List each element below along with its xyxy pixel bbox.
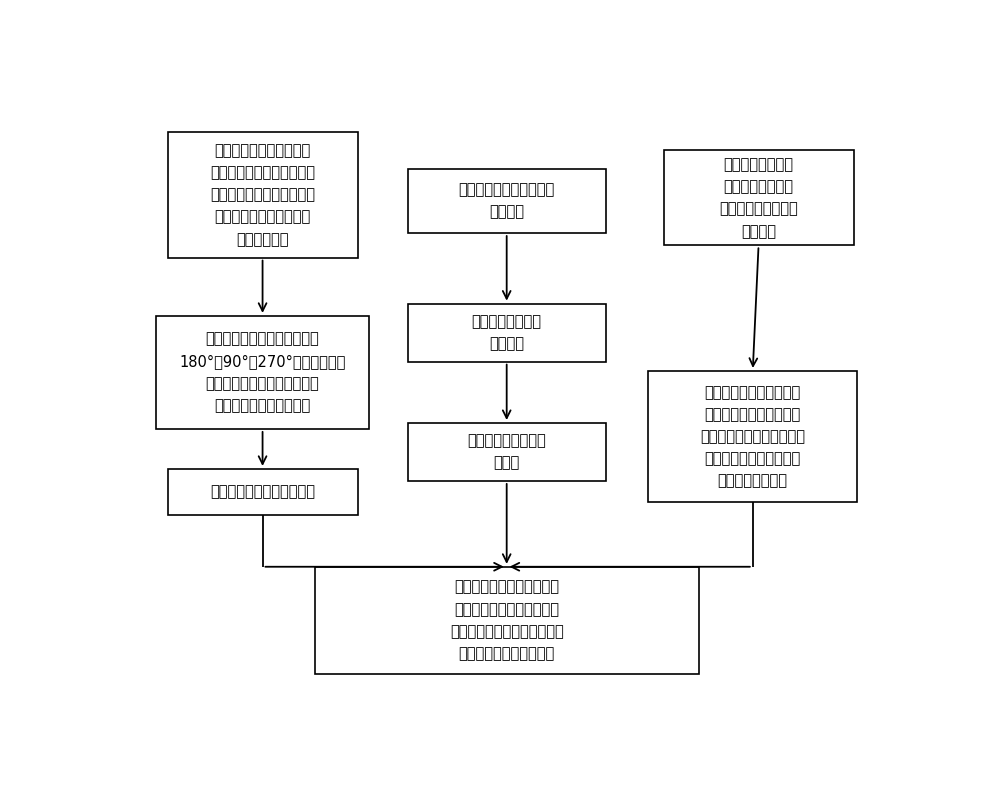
Bar xyxy=(315,567,698,674)
Bar xyxy=(168,469,358,514)
Bar xyxy=(408,423,606,481)
Bar xyxy=(648,370,857,502)
Bar xyxy=(664,150,854,246)
Text: 计算标准质量块在
三轴气浮台上转动
时，角速度信号的幅
值、相位: 计算标准质量块在 三轴气浮台上转动 时，角速度信号的幅 值、相位 xyxy=(719,157,798,238)
Text: 计算静不平衡量大小和相位: 计算静不平衡量大小和相位 xyxy=(210,484,315,499)
Bar xyxy=(168,132,358,258)
Text: 提取角速度信号幅
值与相位: 提取角速度信号幅 值与相位 xyxy=(472,314,542,351)
Text: 测试所要测试的转动部件
的角速度: 测试所要测试的转动部件 的角速度 xyxy=(459,182,555,219)
Text: 将一标准质量块放置于三
轴气浮台１上，测试该标准
质量块的转动角速度，进而
计算出三轴气浮台模拟合
体的转动惯量: 将一标准质量块放置于三 轴气浮台１上，测试该标准 质量块的转动角速度，进而 计算… xyxy=(210,143,315,246)
Bar xyxy=(156,316,369,429)
Bar xyxy=(408,169,606,233)
Text: 计算合干扰力矩大小
和相位: 计算合干扰力矩大小 和相位 xyxy=(467,433,546,471)
Bar xyxy=(408,304,606,362)
Text: 测量转动部件分别置于零位、
180°、90°、270°位置时角速度
信息，测量一段时间后，计算
出角速度变化率拟合曲线: 测量转动部件分别置于零位、 180°、90°、270°位置时角速度 信息，测量一… xyxy=(179,332,346,413)
Text: 计算出的角速度信号的相
位与已知标准砝码的相位
进行比对，从而计算出角速
度信号与转动部件零位信
号间的初始相位差: 计算出的角速度信号的相 位与已知标准砝码的相位 进行比对，从而计算出角速 度信号… xyxy=(700,385,805,489)
Text: 由静不平衡量的大小与相位
以及角速度信号的初始相位
差，根据矢量合成原理分离出
偶不平衡量的大小和相位: 由静不平衡量的大小与相位 以及角速度信号的初始相位 差，根据矢量合成原理分离出 … xyxy=(450,580,564,661)
